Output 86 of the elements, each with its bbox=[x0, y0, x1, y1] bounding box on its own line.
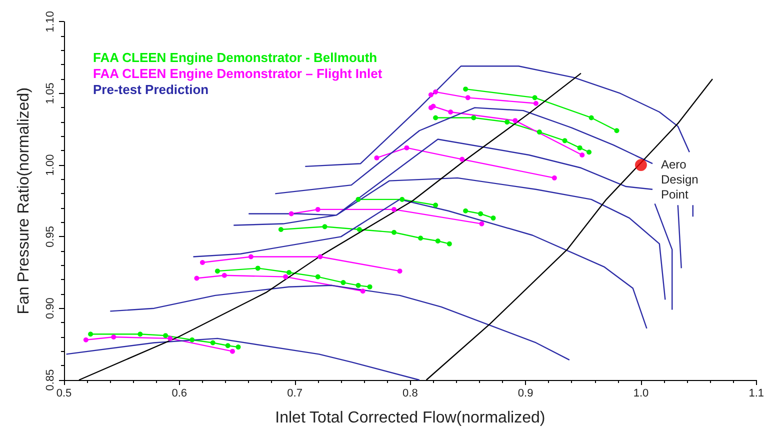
annotation: Aero Design Point bbox=[660, 158, 702, 202]
point bbox=[318, 254, 323, 260]
x-tick-label: 0.7 bbox=[287, 388, 302, 400]
point bbox=[168, 336, 173, 341]
point bbox=[512, 118, 518, 124]
point bbox=[83, 337, 88, 342]
point bbox=[356, 196, 361, 202]
point bbox=[190, 337, 195, 342]
y-tick-label: 0.85 bbox=[44, 369, 56, 391]
y-tick-label: 0.95 bbox=[44, 226, 56, 248]
point bbox=[490, 216, 496, 221]
point bbox=[562, 138, 568, 144]
point bbox=[430, 104, 436, 109]
x-axis-title: Inlet Total Corrected Flow(normalized) bbox=[275, 410, 546, 426]
point bbox=[360, 288, 366, 294]
point bbox=[552, 175, 557, 180]
point bbox=[200, 260, 205, 265]
point bbox=[463, 208, 468, 214]
point bbox=[428, 92, 434, 98]
point bbox=[236, 344, 241, 350]
point bbox=[460, 156, 465, 162]
point bbox=[433, 115, 438, 120]
point bbox=[463, 86, 468, 92]
x-tick-label: 0.9 bbox=[518, 388, 534, 400]
point bbox=[532, 95, 538, 100]
point bbox=[88, 332, 94, 337]
point bbox=[634, 159, 647, 172]
point bbox=[248, 254, 254, 260]
point bbox=[283, 274, 288, 280]
point bbox=[448, 109, 454, 114]
x-tick-label: 1.1 bbox=[748, 388, 764, 400]
point bbox=[225, 343, 230, 348]
y-tick-label: 1.00 bbox=[44, 154, 56, 176]
point bbox=[471, 115, 476, 120]
point bbox=[433, 89, 438, 94]
x-tick-label: 0.8 bbox=[402, 388, 418, 400]
point bbox=[374, 155, 380, 160]
point bbox=[111, 334, 116, 340]
point bbox=[397, 268, 402, 274]
point bbox=[433, 202, 438, 208]
point bbox=[340, 280, 346, 286]
point bbox=[315, 206, 320, 212]
text: Pre-test Prediction bbox=[93, 82, 209, 97]
point bbox=[580, 152, 585, 158]
y-axis-title: Fan Pressure Ratio(normalized) bbox=[16, 87, 32, 314]
point bbox=[586, 150, 592, 155]
point bbox=[536, 130, 542, 135]
x-tick-label: 1.0 bbox=[633, 388, 649, 400]
point bbox=[163, 333, 168, 338]
point bbox=[288, 211, 294, 216]
y-tick-label: 1.05 bbox=[44, 82, 56, 104]
point bbox=[446, 241, 452, 246]
point bbox=[577, 145, 582, 150]
point bbox=[255, 266, 260, 271]
point bbox=[356, 282, 361, 288]
point bbox=[400, 196, 405, 202]
x-tick-label: 0.5 bbox=[56, 388, 72, 400]
point bbox=[533, 100, 538, 106]
point bbox=[614, 128, 620, 134]
point bbox=[230, 348, 235, 354]
point bbox=[322, 224, 328, 230]
point bbox=[367, 284, 372, 290]
point bbox=[392, 206, 397, 212]
y-tick-label: 1.10 bbox=[44, 10, 56, 32]
x-tick-label: 0.6 bbox=[172, 388, 188, 400]
point bbox=[504, 120, 510, 125]
text: FAA CLEEN Engine Demonstrator – Flight Inlet bbox=[93, 66, 383, 81]
point bbox=[392, 230, 397, 235]
point bbox=[356, 227, 362, 232]
point bbox=[465, 95, 470, 100]
point bbox=[222, 272, 227, 278]
point bbox=[194, 276, 200, 281]
point bbox=[435, 238, 440, 244]
point bbox=[315, 274, 320, 280]
point bbox=[138, 332, 143, 337]
point bbox=[286, 270, 292, 276]
point bbox=[214, 268, 220, 274]
text: FAA CLEEN Engine Demonstrator - Bellmouth bbox=[93, 50, 378, 65]
y-tick-label: 0.90 bbox=[44, 298, 56, 320]
point bbox=[588, 115, 594, 120]
point bbox=[210, 340, 216, 346]
point bbox=[478, 211, 484, 216]
point bbox=[404, 145, 410, 150]
point bbox=[418, 236, 424, 241]
point bbox=[278, 227, 284, 232]
point bbox=[479, 221, 484, 226]
